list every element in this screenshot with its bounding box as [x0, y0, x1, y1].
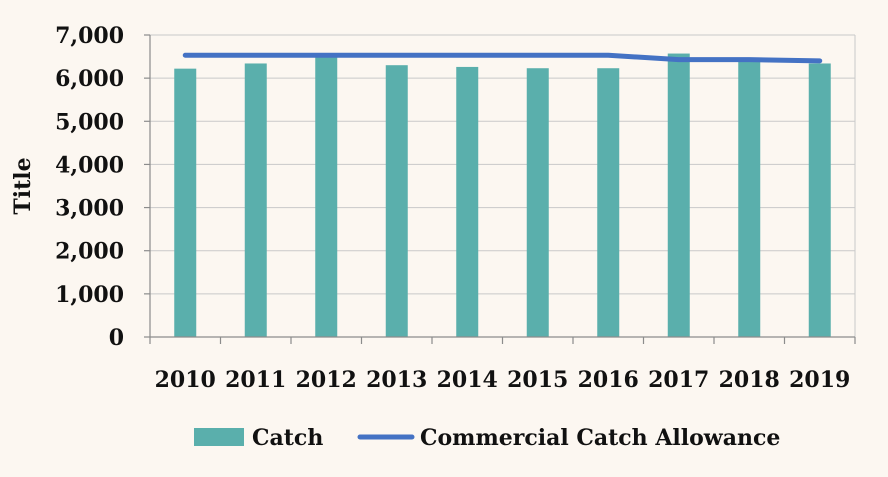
legend-swatch-catch — [194, 428, 244, 446]
y-tick-label: 7,000 — [55, 23, 124, 49]
bar-catch — [385, 65, 408, 337]
y-tick-label: 2,000 — [55, 239, 124, 265]
x-tick-label: 2015 — [507, 367, 568, 393]
line-commercial-catch-allowance — [182, 52, 823, 64]
label-layer: 0 1,000 2,000 3,000 4,000 5,000 6,000 7,000 2010… — [55, 23, 850, 393]
bar-catch — [597, 68, 620, 337]
y-tick-label: 3,000 — [55, 196, 124, 222]
bar-catch — [738, 60, 761, 337]
y-tick-label: 4,000 — [55, 152, 124, 178]
x-tick-label: 2014 — [437, 367, 498, 393]
x-tick-label: 2010 — [155, 367, 216, 393]
y-axis-title: Title — [10, 157, 36, 214]
bar-catch — [315, 56, 338, 337]
bar-catch — [667, 53, 690, 338]
bar-catch — [456, 66, 479, 337]
x-tick-label: 2013 — [366, 367, 427, 393]
x-tick-label: 2017 — [648, 367, 709, 393]
x-tick-label: 2012 — [296, 367, 357, 393]
x-tick-label: 2018 — [719, 367, 780, 393]
y-tick-label: 0 — [109, 325, 124, 351]
line-layer — [182, 52, 823, 64]
y-tick-label: 5,000 — [55, 109, 124, 135]
bar-catch — [808, 63, 831, 338]
legend: Catch Commercial Catch Allowance — [194, 425, 780, 451]
axis-layer — [144, 34, 856, 344]
bar-catch — [244, 63, 267, 338]
x-tick-label: 2016 — [578, 367, 639, 393]
bar-catch — [174, 68, 197, 337]
y-tick-label: 1,000 — [55, 282, 124, 308]
x-tick-label: 2011 — [225, 367, 286, 393]
bar-catch — [526, 68, 549, 337]
legend-label-commercial-catch-allowance: Commercial Catch Allowance — [420, 425, 780, 451]
legend-label-catch: Catch — [252, 425, 323, 451]
x-tick-label: 2019 — [789, 367, 850, 393]
bar-layer — [174, 53, 831, 338]
y-tick-label: 6,000 — [55, 66, 124, 92]
grid-layer — [150, 34, 856, 337]
